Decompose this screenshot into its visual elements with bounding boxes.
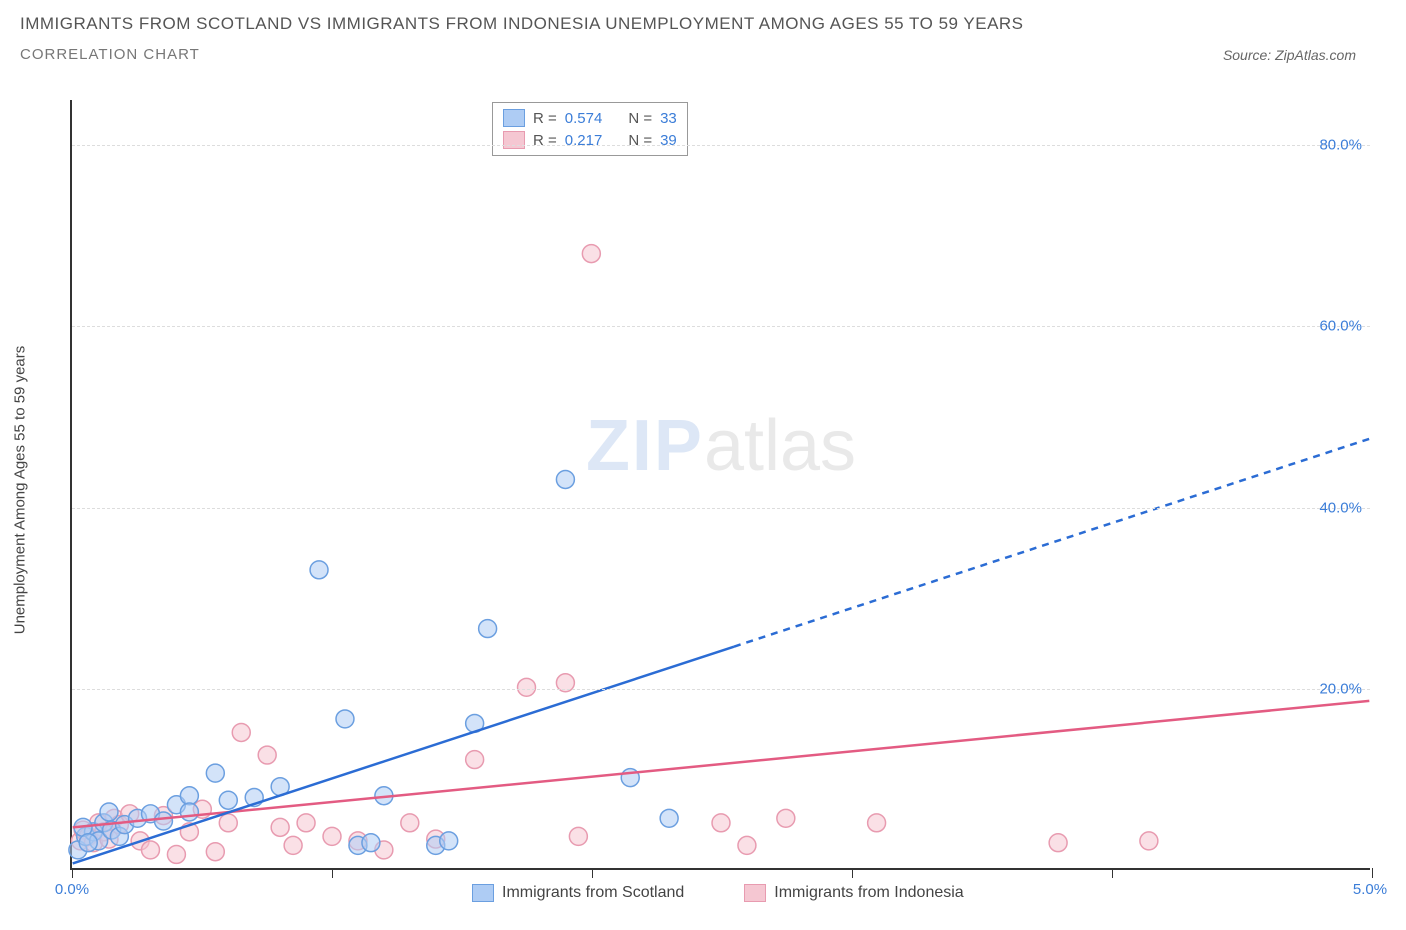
scatter-point <box>154 812 172 830</box>
y-tick-label: 80.0% <box>1319 137 1362 154</box>
gridline <box>72 326 1370 327</box>
scatter-point <box>79 834 97 852</box>
scatter-point <box>479 620 497 638</box>
r-value-blue: 0.574 <box>565 110 603 127</box>
scatter-point <box>180 787 198 805</box>
scatter-point <box>271 818 289 836</box>
scatter-point <box>660 809 678 827</box>
scatter-point <box>180 803 198 821</box>
scatter-point <box>466 751 484 769</box>
scatter-point <box>518 678 536 696</box>
chart-title: IMMIGRANTS FROM SCOTLAND VS IMMIGRANTS F… <box>20 14 1386 34</box>
stats-box: R = 0.574 N = 33 R = 0.217 N = 39 <box>492 102 688 156</box>
x-tick <box>72 868 73 878</box>
legend-label-pink: Immigrants from Indonesia <box>774 884 963 902</box>
scatter-point <box>336 710 354 728</box>
scatter-point <box>323 827 341 845</box>
scatter-point <box>232 723 250 741</box>
x-tick <box>1112 868 1113 878</box>
x-tick <box>852 868 853 878</box>
chart-container: Unemployment Among Ages 55 to 59 years Z… <box>20 90 1386 910</box>
stats-row-blue: R = 0.574 N = 33 <box>499 107 681 129</box>
scatter-point <box>569 827 587 845</box>
swatch-pink-icon <box>503 131 525 149</box>
legend: Immigrants from Scotland Immigrants from… <box>472 884 964 902</box>
y-axis-label: Unemployment Among Ages 55 to 59 years <box>12 346 29 635</box>
scatter-point <box>206 764 224 782</box>
scatter-point <box>284 836 302 854</box>
scatter-point <box>1140 832 1158 850</box>
scatter-point <box>219 814 237 832</box>
n-value-blue: 33 <box>660 110 677 127</box>
scatter-point <box>100 803 118 821</box>
x-min-label: 0.0% <box>55 881 89 898</box>
swatch-blue-icon <box>472 884 494 902</box>
y-tick-label: 20.0% <box>1319 680 1362 697</box>
r-label: R = <box>533 110 557 127</box>
legend-item-pink: Immigrants from Indonesia <box>744 884 963 902</box>
gridline <box>72 508 1370 509</box>
swatch-blue-icon <box>503 109 525 127</box>
chart-subtitle: CORRELATION CHART <box>20 46 200 63</box>
scatter-point <box>556 471 574 489</box>
legend-label-blue: Immigrants from Scotland <box>502 884 684 902</box>
plot-area: ZIPatlas R = 0.574 N = 33 R = 0.217 N = … <box>70 100 1370 870</box>
subtitle-row: CORRELATION CHART Source: ZipAtlas.com <box>20 46 1386 63</box>
scatter-point <box>401 814 419 832</box>
scatter-point <box>582 245 600 263</box>
scatter-point <box>219 791 237 809</box>
n-label: N = <box>628 110 652 127</box>
gridline <box>72 689 1370 690</box>
scatter-point <box>777 809 795 827</box>
swatch-pink-icon <box>744 884 766 902</box>
chart-header: IMMIGRANTS FROM SCOTLAND VS IMMIGRANTS F… <box>0 0 1406 63</box>
scatter-point <box>258 746 276 764</box>
scatter-point <box>297 814 315 832</box>
legend-item-blue: Immigrants from Scotland <box>472 884 684 902</box>
y-tick-label: 40.0% <box>1319 499 1362 516</box>
scatter-point <box>167 845 185 863</box>
scatter-point <box>142 841 160 859</box>
trend-line <box>73 647 734 864</box>
scatter-point <box>1049 834 1067 852</box>
scatter-point <box>362 834 380 852</box>
scatter-point <box>738 836 756 854</box>
x-tick <box>332 868 333 878</box>
source-attribution: Source: ZipAtlas.com <box>1223 47 1356 63</box>
plot-svg <box>72 100 1370 868</box>
scatter-point <box>712 814 730 832</box>
scatter-point <box>440 832 458 850</box>
x-max-label: 5.0% <box>1353 881 1387 898</box>
scatter-point <box>868 814 886 832</box>
x-tick <box>592 868 593 878</box>
scatter-point <box>310 561 328 579</box>
gridline <box>72 145 1370 146</box>
y-tick-label: 60.0% <box>1319 318 1362 335</box>
trend-line <box>734 439 1369 647</box>
stats-row-pink: R = 0.217 N = 39 <box>499 129 681 151</box>
scatter-point <box>206 843 224 861</box>
x-tick <box>1372 868 1373 878</box>
